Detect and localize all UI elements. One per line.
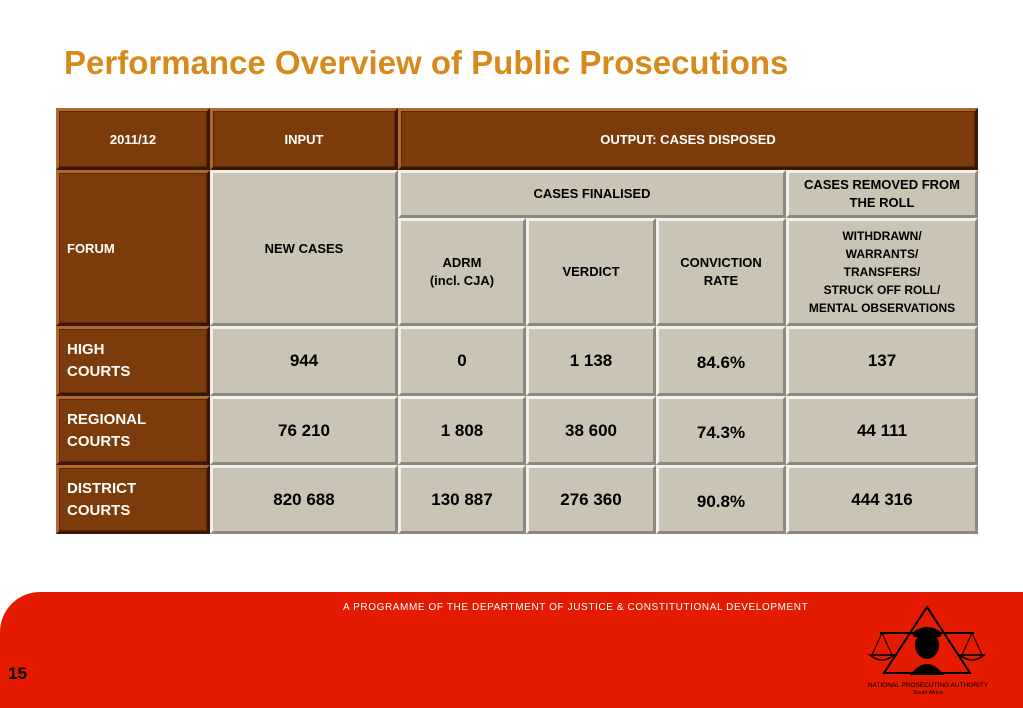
subheader-withdrawn: WITHDRAWN/ WARRANTS/ TRANSFERS/ STRUCK O… — [786, 218, 978, 326]
slide-title: Performance Overview of Public Prosecuti… — [64, 44, 789, 81]
subheader-cases-finalised: CASES FINALISED — [398, 170, 786, 218]
row-district-new-cases: 820 688 — [210, 465, 398, 534]
row-district-removed: 444 316 — [786, 465, 978, 534]
row-regional-conviction-rate: 74.3% — [656, 396, 786, 465]
subheader-new-cases: NEW CASES — [210, 170, 398, 326]
row-regional-removed: 44 111 — [786, 396, 978, 465]
row-forum-high: HIGH COURTS — [56, 326, 210, 396]
logo-country: South Africa — [913, 690, 943, 696]
npa-scales-logo-icon — [867, 605, 987, 675]
footer-programme-text: A PROGRAMME OF THE DEPARTMENT OF JUSTICE… — [343, 602, 809, 613]
row-high-adrm: 0 — [398, 326, 526, 396]
row-forum-district: DISTRICT COURTS — [56, 465, 210, 534]
subheader-forum: FORUM — [56, 170, 210, 326]
header-year: 2011/12 — [56, 108, 210, 170]
row-high-new-cases: 944 — [210, 326, 398, 396]
row-regional-new-cases: 76 210 — [210, 396, 398, 465]
header-output: OUTPUT: CASES DISPOSED — [398, 108, 978, 170]
row-regional-verdict: 38 600 — [526, 396, 656, 465]
logo-org-name: NATIONAL PROSECUTING AUTHORITY — [867, 682, 989, 689]
row-regional-adrm: 1 808 — [398, 396, 526, 465]
row-high-conviction-rate: 84.6% — [656, 326, 786, 396]
footer-band — [0, 592, 1023, 708]
subheader-adrm: ADRM (incl. CJA) — [398, 218, 526, 326]
row-forum-regional: REGIONAL COURTS — [56, 396, 210, 465]
row-district-verdict: 276 360 — [526, 465, 656, 534]
row-district-conviction-rate: 90.8% — [656, 465, 786, 534]
header-input: INPUT — [210, 108, 398, 170]
row-district-adrm: 130 887 — [398, 465, 526, 534]
subheader-verdict: VERDICT — [526, 218, 656, 326]
page-number: 15 — [8, 664, 27, 683]
row-high-verdict: 1 138 — [526, 326, 656, 396]
subheader-conviction-rate: CONVICTION RATE — [656, 218, 786, 326]
subheader-cases-removed: CASES REMOVED FROM THE ROLL — [786, 170, 978, 218]
row-high-removed: 137 — [786, 326, 978, 396]
performance-table: 2011/12 INPUT OUTPUT: CASES DISPOSED FOR… — [56, 108, 978, 534]
